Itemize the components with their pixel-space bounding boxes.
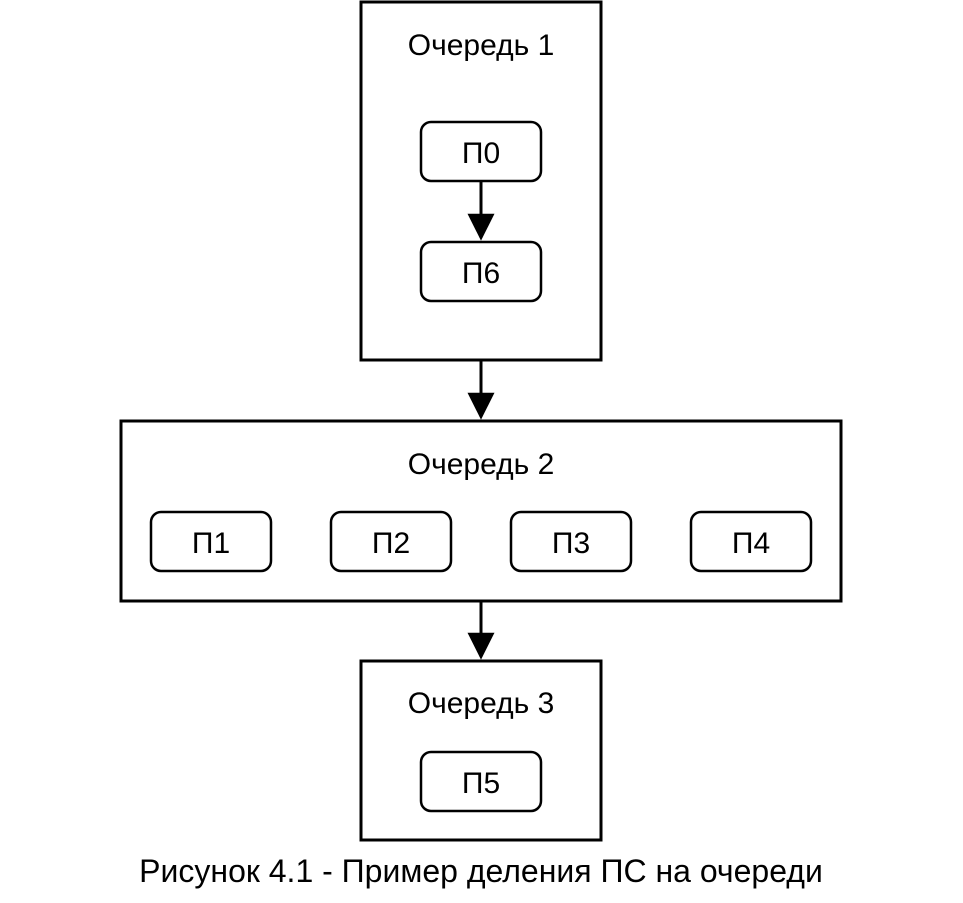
node-p4-box <box>689 510 813 573</box>
node-p2-box <box>329 510 453 573</box>
queue-1-title: Очередь 1 <box>408 29 555 62</box>
node-p6: П6 <box>419 240 543 303</box>
queue-2: Очередь 2 П1 П2 П3 П4 <box>119 419 843 603</box>
node-p2: П2 <box>329 510 453 573</box>
node-p6-box <box>419 240 543 303</box>
queue-3: Очередь 3 П5 <box>359 659 603 842</box>
node-p4-label: П4 <box>732 527 770 560</box>
node-p6-label: П6 <box>462 257 500 290</box>
node-p0: П0 <box>419 120 543 183</box>
node-p1-label: П1 <box>192 527 230 560</box>
figure-caption: Рисунок 4.1 - Пример деления ПС на очере… <box>139 853 823 889</box>
node-p4: П4 <box>689 510 813 573</box>
node-p5: П5 <box>419 750 543 813</box>
node-p5-box <box>419 750 543 813</box>
node-p3: П3 <box>509 510 633 573</box>
queue-1: Очередь 1 П0 П6 <box>359 0 603 362</box>
node-p3-box <box>509 510 633 573</box>
node-p2-label: П2 <box>372 527 410 560</box>
queue-2-title: Очередь 2 <box>408 448 555 481</box>
node-p1-box <box>149 510 273 573</box>
node-p3-label: П3 <box>552 527 590 560</box>
queue-3-title: Очередь 3 <box>408 687 555 720</box>
node-p0-label: П0 <box>462 137 500 170</box>
node-p1: П1 <box>149 510 273 573</box>
node-p5-label: П5 <box>462 767 500 800</box>
